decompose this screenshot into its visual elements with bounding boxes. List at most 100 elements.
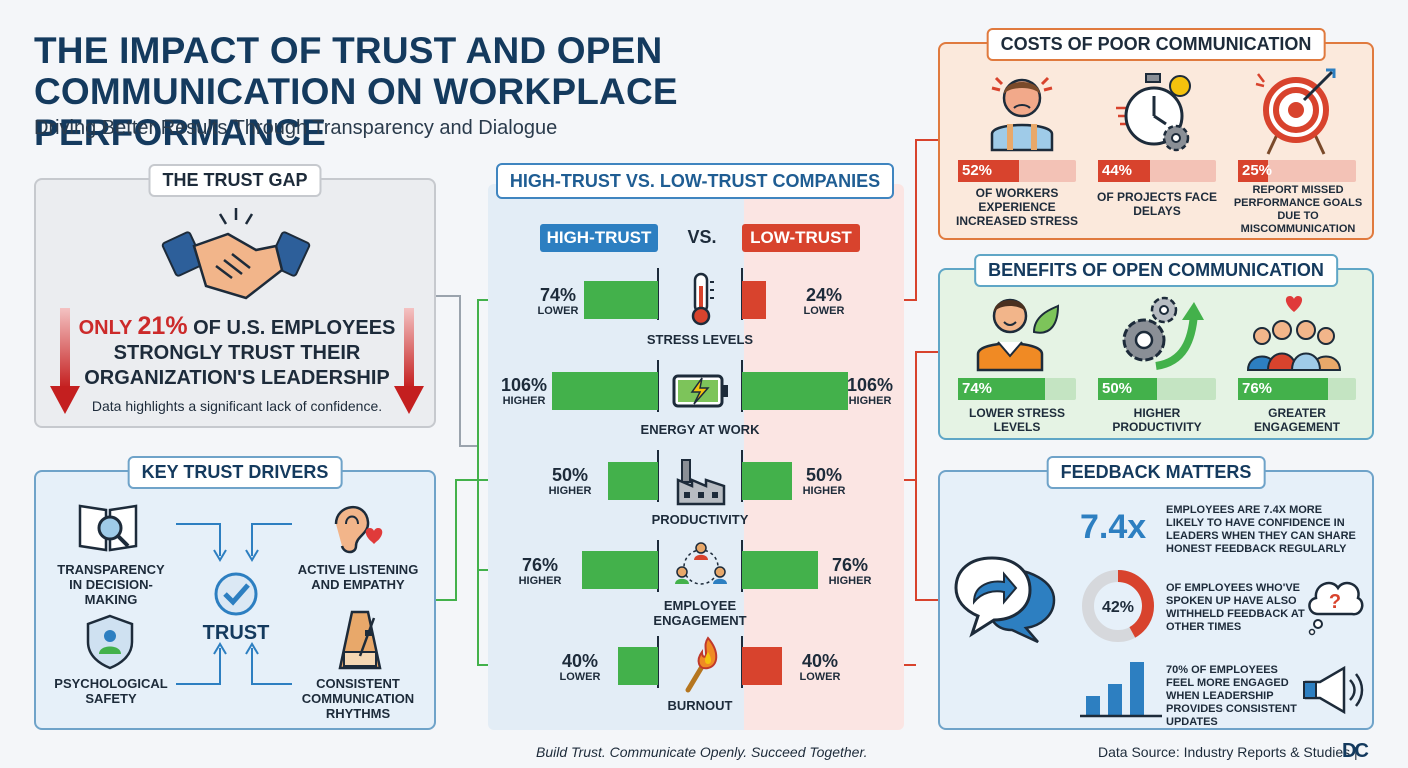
cost-bar-goals: 25% [1238,160,1356,182]
cost-label-delays: OF PROJECTS FACE DELAYS [1096,190,1218,218]
feedback-bar-text: 70% OF EMPLOYEES FEEL MORE ENGAGED WHEN … [1166,664,1297,728]
cost-label-goals: REPORT MISSED PERFORMANCE GOALS DUE TO M… [1233,184,1363,235]
high-value-stress: 74% LOWER [528,286,588,318]
benefit-pct: 74% [962,380,993,397]
high-trust-label: HIGH-TRUST [540,224,658,252]
high-dir: HIGHER [548,485,592,497]
high-bar [552,372,658,410]
stressed-worker-icon [990,76,1054,152]
calm-worker-icon [976,298,1060,372]
donut-arc [1082,570,1154,642]
low-dir: HIGHER [802,485,846,497]
bar-chart-icon [1080,662,1162,718]
footer-logo: DC [1342,740,1369,762]
target-miss-icon [1255,68,1336,155]
high-bar [584,281,658,319]
feedback-title: FEEDBACK MATTERS [1046,456,1266,489]
trust-gap-only: ONLY [78,317,132,339]
footer-source: Data Source: Industry Reports & Studies … [1098,744,1358,760]
trust-gap-title: THE TRUST GAP [148,164,322,197]
low-dir: LOWER [803,305,845,317]
metric-label-energy: ENERGY AT WORK [640,422,760,437]
people-network-icon [675,542,727,585]
low-dir: LOWER [799,671,841,683]
shield-person-icon [86,614,134,670]
cost-pct: 44% [1102,162,1133,179]
benefit-pct: 50% [1102,380,1133,397]
check-circle-icon [214,572,258,616]
key-trust-drivers-panel: KEY TRUST DRIVERS TRANSPARENCY IN DECISI… [34,456,436,730]
down-arrow-left-icon [50,308,80,414]
metric-label-productivity: PRODUCTIVITY [651,512,749,527]
driver-label-listening: ACTIVE LISTENING AND EMPATHY [297,562,419,592]
chat-bubbles-icon [954,556,1056,644]
question-cloud-icon: ? [1308,581,1364,636]
footer-tagline: Build Trust. Communicate Openly. Succeed… [536,744,868,760]
low-bar [742,462,792,500]
high-value-energy: 106% HIGHER [494,376,554,408]
vs-label: VS. [687,227,717,247]
low-value-energy: 106% HIGHER [840,376,900,408]
feedback-big-stat: 7.4x [1080,508,1147,546]
page-title: THE IMPACT OF TRUST AND OPEN COMMUNICATI… [34,30,678,153]
low-bar [742,647,782,685]
high-dir: LOWER [537,305,579,317]
high-value-engagement: 76% HIGHER [510,556,570,588]
low-value-productivity: 50% HIGHER [794,466,854,498]
cost-pct: 52% [962,162,993,179]
driver-arrows [176,523,292,685]
high-dir: HIGHER [518,575,562,587]
trust-center-label: TRUST [202,622,270,644]
costs-panel: COSTS OF POOR COMMUNICATION 52% OF WORKE… [938,28,1374,240]
trust-gap-panel: THE TRUST GAP ONLY 21% OF U.S. EMPLOYEES… [34,164,436,428]
low-dir: HIGHER [828,575,872,587]
comparison-title: HIGH-TRUST VS. LOW-TRUST COMPANIES [496,163,894,199]
driver-label-safety: PSYCHOLOGICAL SAFETY [54,676,168,706]
benefit-label-productivity: HIGHER PRODUCTIVITY [1112,406,1202,434]
high-bar [618,647,658,685]
donut-pct: 42% [1102,599,1134,616]
battery-icon [672,374,728,408]
low-pct: 50% [805,465,843,485]
low-pct: 24% [805,285,843,305]
high-pct: 106% [500,375,548,395]
svg-text:?: ? [1329,591,1341,613]
high-pct: 50% [551,465,589,485]
high-dir: HIGHER [502,395,546,407]
cost-label-stress: OF WORKERS EXPERIENCE INCREASED STRESS [955,186,1079,228]
factory-icon [676,459,726,506]
high-value-burnout: 40% LOWER [550,652,610,684]
high-dir: LOWER [559,671,601,683]
drivers-title: KEY TRUST DRIVERS [127,456,343,489]
metric-label-stress: STRESS LEVELS [646,332,754,347]
cost-bar-fill [958,160,1019,182]
low-value-burnout: 40% LOWER [790,652,850,684]
benefit-bar-fill [958,378,1045,400]
benefit-bar-engagement: 76% [1238,378,1356,400]
trust-gap-text: OF U.S. EMPLOYEES STRONGLY TRUST THEIR O… [84,317,396,389]
feedback-big-text: EMPLOYEES ARE 7.4X MORE LIKELY TO HAVE C… [1166,504,1356,555]
high-value-productivity: 50% HIGHER [540,466,600,498]
trust-gap-percent: 21% [137,312,188,340]
high-pct: 40% [561,651,599,671]
benefit-bar-productivity: 50% [1098,378,1216,400]
high-bar [582,551,658,589]
page-subtitle: Driving Better Results Through Transpare… [34,117,558,139]
cost-pct: 25% [1242,162,1273,179]
stopwatch-icon [1116,73,1191,152]
low-pct: 76% [831,555,869,575]
feedback-panel: FEEDBACK MATTERS 7.4x EMPLOYEES ARE 7.4X… [938,456,1374,730]
book-magnifier-icon [78,504,138,552]
benefits-title: BENEFITS OF OPEN COMMUNICATION [974,254,1338,287]
thermometer-icon [691,272,714,326]
high-pct: 74% [539,285,577,305]
cost-bar-stress: 52% [958,160,1076,182]
benefit-pct: 76% [1242,380,1273,397]
high-bar [608,462,658,500]
trust-gap-note: Data highlights a significant lack of co… [91,398,383,414]
low-value-stress: 24% LOWER [794,286,854,318]
high-pct: 76% [521,555,559,575]
driver-label-transparency: TRANSPARENCY IN DECISION-MAKING [57,562,165,607]
benefit-label-engagement: GREATER ENGAGEMENT [1253,406,1340,434]
benefits-panel: BENEFITS OF OPEN COMMUNICATION 74% LOWER… [938,254,1374,440]
